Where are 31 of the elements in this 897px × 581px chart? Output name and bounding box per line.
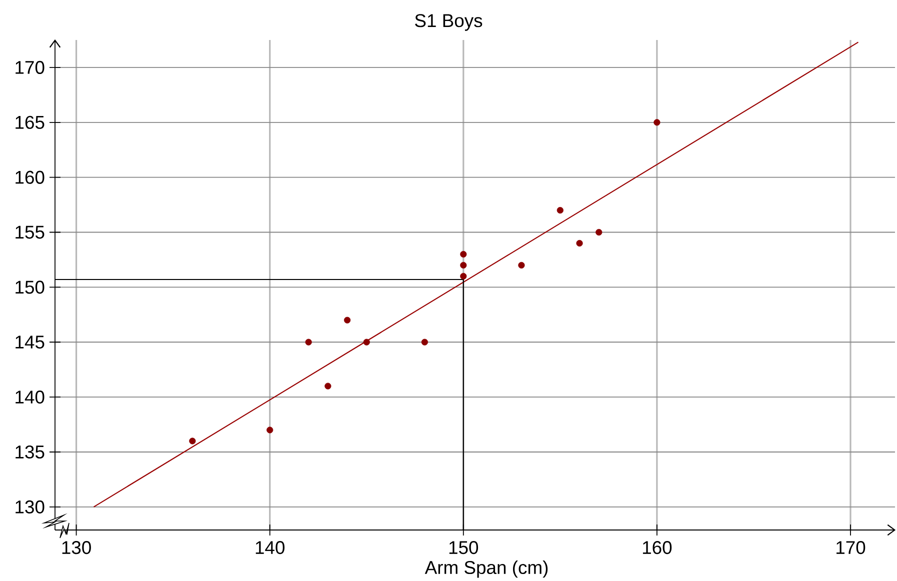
point [556, 206, 564, 214]
point [324, 382, 332, 390]
point [460, 262, 467, 269]
point [576, 240, 583, 247]
x-tick-label: 130 [62, 541, 91, 554]
point [460, 250, 467, 258]
x-tick-label: 150 [449, 541, 478, 554]
y-tick-label: 135 [16, 445, 44, 459]
y-tick-label: 160 [16, 170, 44, 184]
point [266, 426, 274, 434]
chart-title: S1 Boys [415, 14, 482, 31]
point [460, 272, 467, 280]
y-tick-label: 165 [16, 116, 44, 129]
y-tick-label: 145 [16, 336, 44, 349]
point [189, 438, 196, 444]
y-tick-label: 155 [16, 226, 44, 239]
x-tick-label: 170 [836, 541, 866, 554]
x-axis-title: Arm Span (cm) [424, 560, 548, 578]
point [344, 316, 351, 324]
point [518, 262, 525, 269]
point [421, 338, 428, 346]
x-tick-label: 140 [256, 541, 284, 554]
point [654, 119, 660, 126]
y-tick-label: 170 [16, 60, 44, 74]
y-tick-label: 150 [16, 280, 44, 294]
point [305, 338, 312, 346]
point [596, 228, 602, 236]
y-tick-label: 130 [16, 500, 44, 514]
point [363, 338, 370, 346]
x-tick-label: 160 [642, 541, 672, 554]
y-tick-label: 140 [16, 390, 44, 404]
